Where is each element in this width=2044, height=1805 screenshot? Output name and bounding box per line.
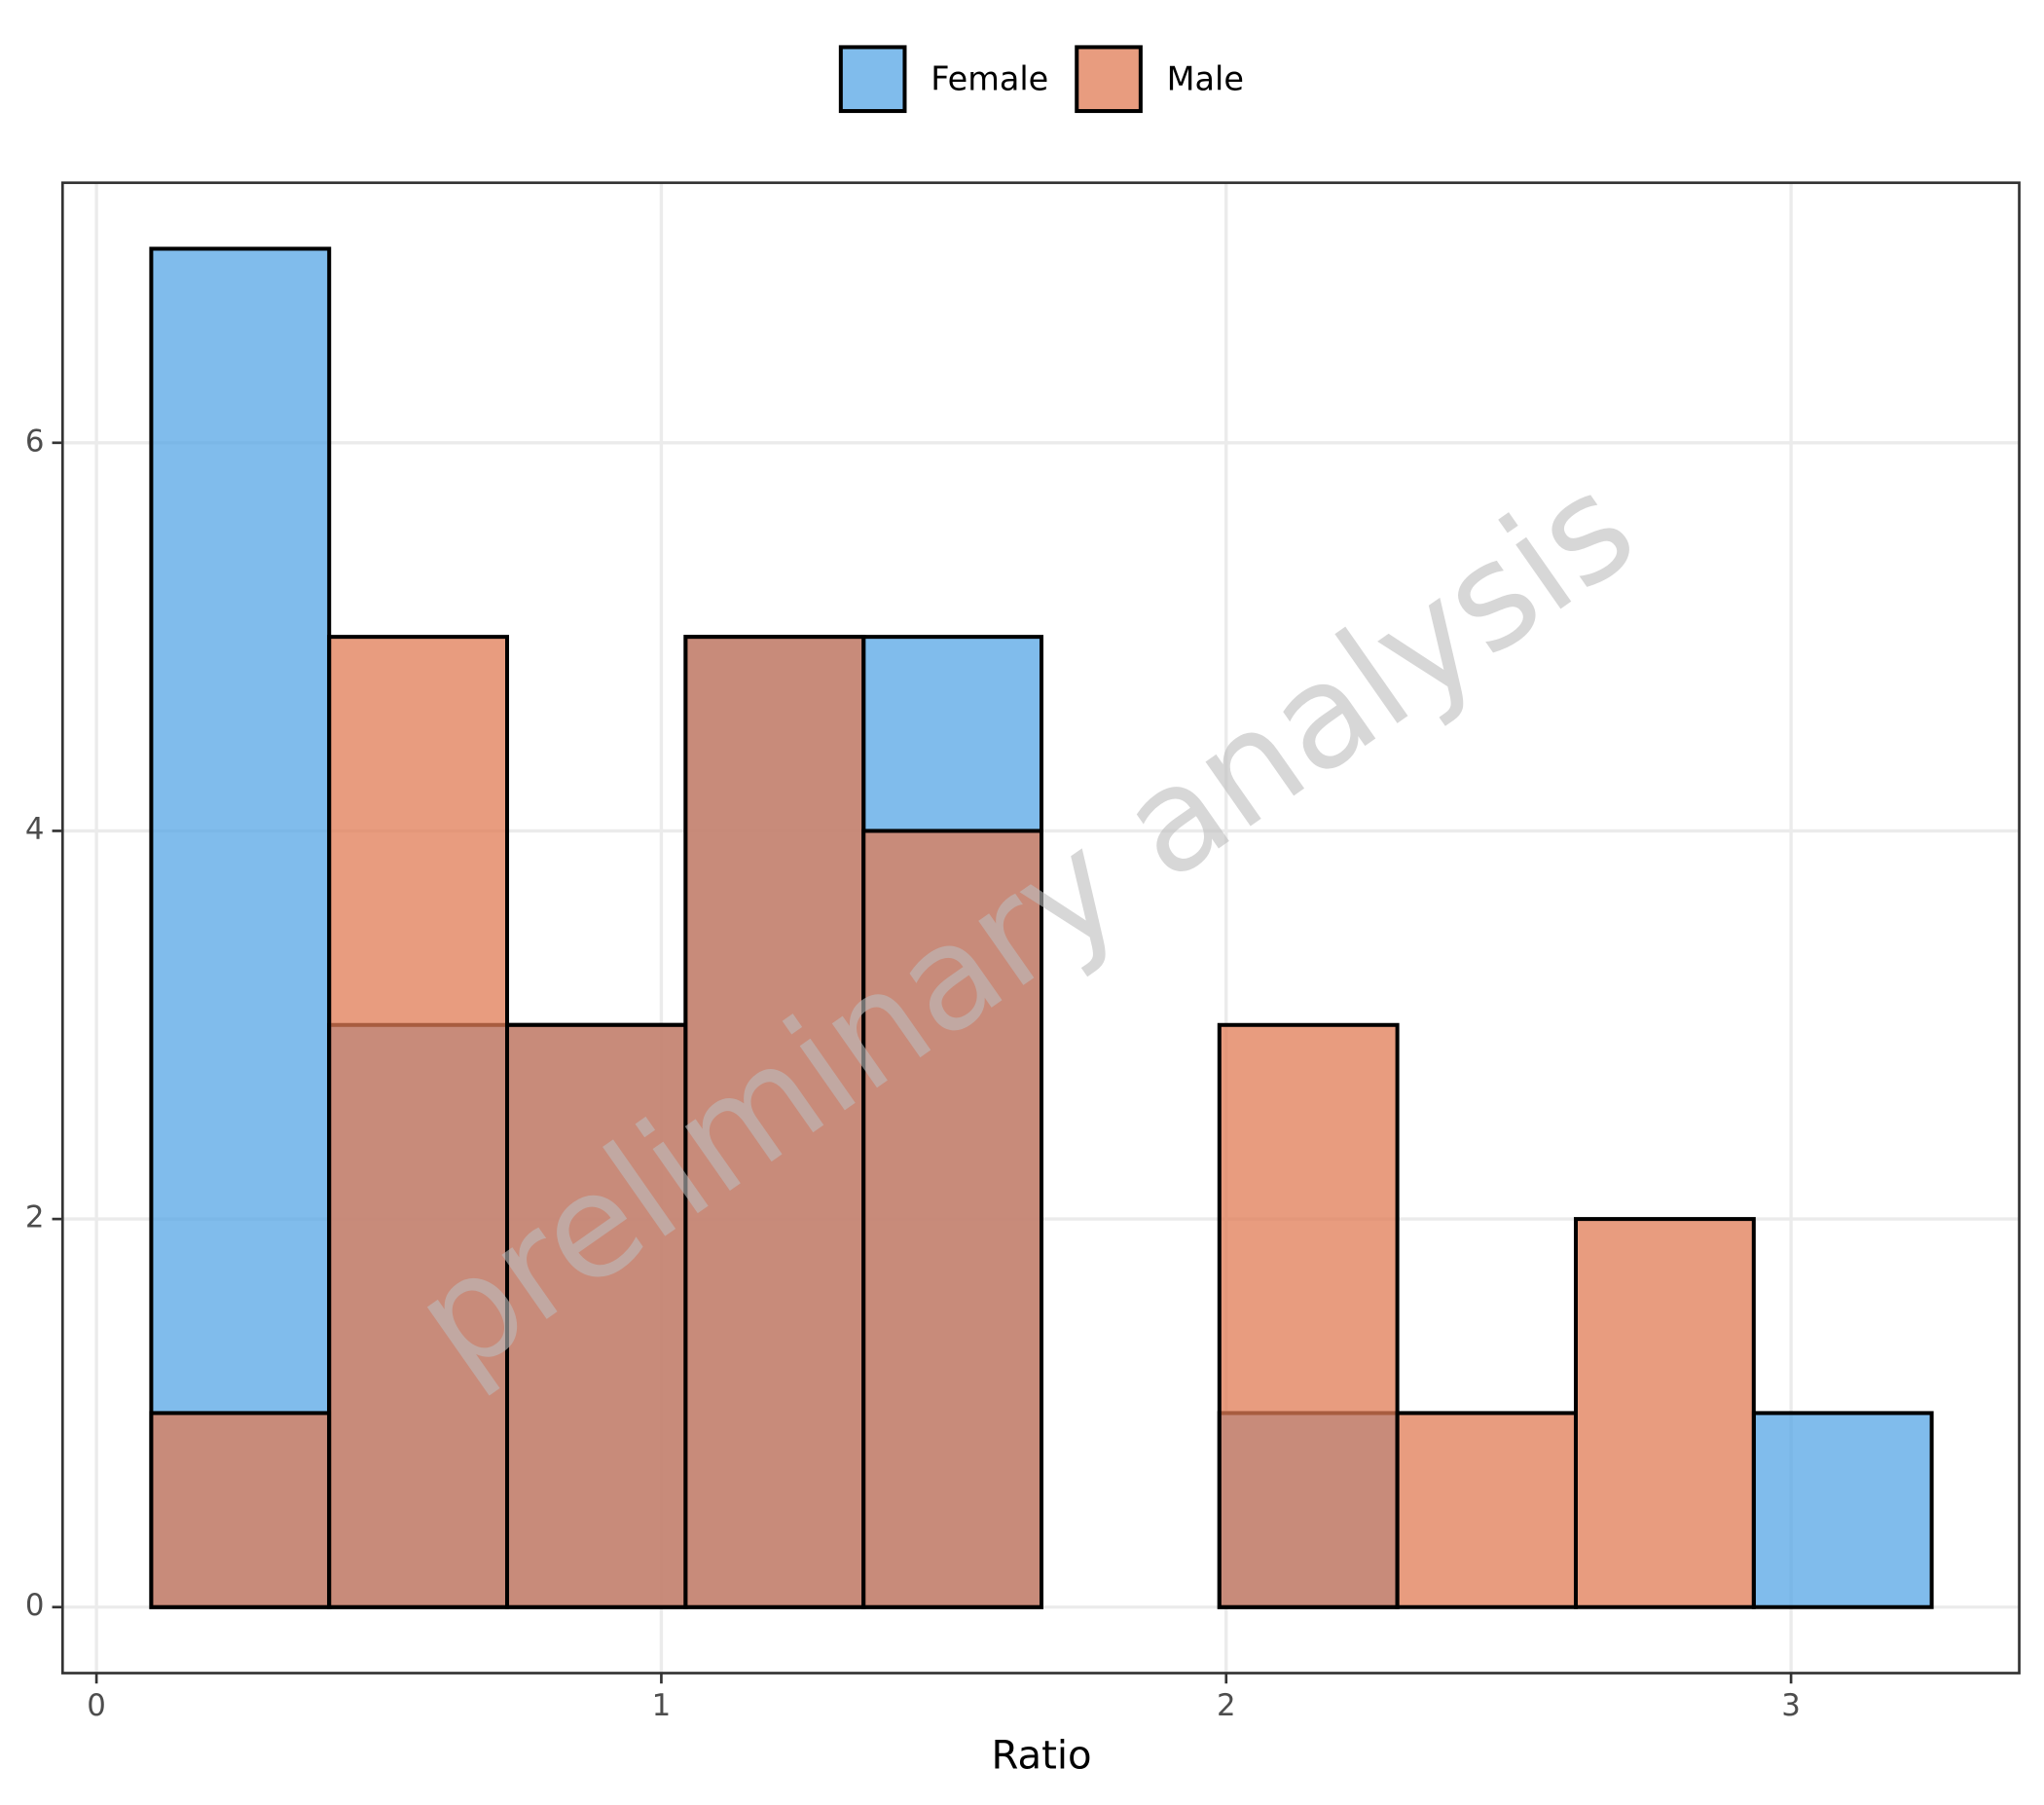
bar xyxy=(327,635,510,1609)
bar xyxy=(683,635,866,1609)
bar xyxy=(504,1022,688,1609)
y-tick-label: 0 xyxy=(25,1588,45,1623)
x-tick-label: 3 xyxy=(1781,1688,1801,1723)
bar xyxy=(149,246,332,1609)
bar xyxy=(149,1411,332,1609)
bar xyxy=(1217,1022,1400,1609)
bar xyxy=(1395,1411,1579,1609)
bar xyxy=(1573,1217,1756,1609)
bar xyxy=(861,829,1044,1609)
legend-label: Female xyxy=(931,60,1048,98)
bar xyxy=(1751,1411,1934,1609)
x-axis-label: Ratio xyxy=(992,1734,1092,1779)
legend-swatch xyxy=(1075,45,1143,114)
x-tick-label: 0 xyxy=(87,1688,106,1723)
x-tick-label: 2 xyxy=(1217,1688,1236,1723)
y-tick-label: 6 xyxy=(25,424,45,459)
legend-label: Male xyxy=(1167,60,1244,98)
x-tick-label: 1 xyxy=(652,1688,672,1723)
plot-border xyxy=(60,181,2021,1675)
y-tick-label: 4 xyxy=(25,812,45,847)
legend-swatch xyxy=(838,45,907,114)
y-tick-label: 2 xyxy=(25,1200,45,1235)
